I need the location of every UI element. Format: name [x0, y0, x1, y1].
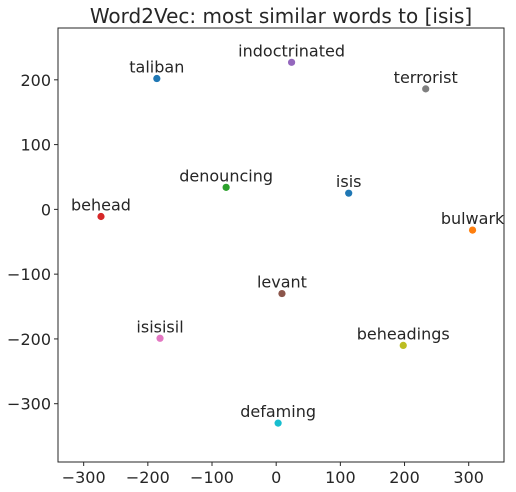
y-tick-label: −200	[7, 330, 51, 349]
point-label-defaming: defaming	[240, 402, 316, 421]
x-tick-label: −100	[190, 468, 234, 487]
scatter-point-beheadings	[399, 341, 407, 350]
plot-area: taliban bulwark denouncing behead indoctrina…	[71, 41, 505, 427]
point-label-taliban: taliban	[129, 58, 184, 77]
scatter-point-isis	[345, 189, 353, 197]
scatter-point-isisisil	[156, 334, 164, 342]
scatter-point-bulwark	[468, 226, 477, 234]
scatter-point-levant	[278, 289, 286, 298]
y-tick-label: 200	[20, 71, 51, 90]
scatter-point-indoctrinated	[287, 58, 296, 66]
scatter-point-taliban	[153, 74, 161, 83]
y-tick-label: 0	[41, 200, 51, 219]
y-tick-label: −300	[7, 395, 51, 414]
point-label-behead: behead	[71, 195, 131, 214]
point-label-levant: levant	[257, 273, 307, 292]
point-label-bulwark: bulwark	[441, 209, 505, 228]
point-label-isisisil: isisisil	[136, 317, 183, 336]
x-tick-label: 0	[271, 468, 281, 487]
point-label-denouncing: denouncing	[179, 166, 273, 185]
x-tick-label: 100	[325, 468, 356, 487]
point-label-beheadings: beheadings	[357, 324, 450, 343]
axes-frame	[57, 27, 505, 463]
point-label-indoctrinated: indoctrinated	[238, 41, 345, 60]
scatter-point-defaming	[274, 419, 282, 427]
y-tick-label: 100	[20, 136, 51, 155]
x-tick-label: 300	[453, 468, 484, 487]
scatter-point-behead	[97, 212, 105, 221]
x-tick-label: −300	[62, 468, 106, 487]
x-tick-label: −200	[126, 468, 170, 487]
point-label-terrorist: terrorist	[394, 68, 458, 87]
scatter-point-terrorist	[422, 85, 430, 93]
scatter-point-denouncing	[222, 183, 230, 191]
point-label-isis: isis	[336, 172, 362, 191]
x-tick-label: 200	[389, 468, 420, 487]
chart-title: Word2Vec: most similar words to [isis]	[90, 4, 472, 28]
y-tick-label: −100	[7, 265, 51, 284]
